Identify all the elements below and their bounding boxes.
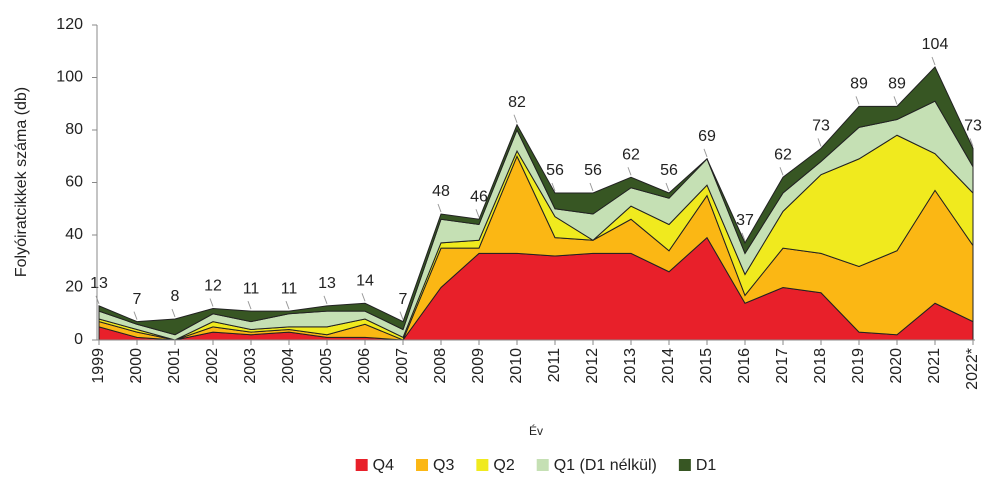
y-tick-label: 40 xyxy=(65,226,83,243)
total-label: 8 xyxy=(171,288,180,305)
x-tick-label: 2002 xyxy=(204,348,221,384)
legend-swatch xyxy=(476,459,489,471)
x-tick-label: 2001 xyxy=(166,348,183,384)
area xyxy=(98,66,974,336)
x-tick-label: 2018 xyxy=(812,348,829,384)
x-tick-label: 2007 xyxy=(394,348,411,384)
leader-line xyxy=(399,311,404,320)
leader-line xyxy=(855,96,860,105)
x-tick-label: 2015 xyxy=(698,348,715,384)
x-tick-label: 2012 xyxy=(584,348,601,384)
x-tick-label: 2006 xyxy=(356,348,373,384)
leader-line xyxy=(133,311,138,320)
total-label: 11 xyxy=(281,280,298,297)
x-axis-title: Év xyxy=(529,423,543,438)
x-tick-label: 2017 xyxy=(774,348,791,384)
leader-line xyxy=(551,182,556,192)
total-label: 7 xyxy=(399,291,408,308)
x-tick-label: 2000 xyxy=(128,348,145,384)
legend-swatch xyxy=(416,459,429,471)
total-label: 37 xyxy=(736,212,754,229)
leader-line xyxy=(589,182,594,192)
x-tick-label: 2014 xyxy=(660,348,677,384)
total-label: 89 xyxy=(850,76,868,93)
total-label: 62 xyxy=(622,146,640,163)
leader-line xyxy=(817,138,822,147)
legend-swatch xyxy=(536,459,549,471)
x-tick-label: 2008 xyxy=(432,348,449,384)
x-tick-label: 2005 xyxy=(318,348,335,384)
y-tick-label: 80 xyxy=(65,121,83,138)
total-label: 82 xyxy=(508,94,526,111)
x-tick-label: 2020 xyxy=(888,348,905,384)
leader-line xyxy=(247,300,252,310)
leader-line xyxy=(969,138,974,147)
legend-label: Q3 xyxy=(433,457,454,474)
total-label: 7 xyxy=(133,291,142,308)
x-tick-label: 2019 xyxy=(850,348,867,384)
y-tick-label: 60 xyxy=(65,174,83,191)
total-label: 104 xyxy=(922,36,949,53)
y-axis-title: Folyóiratcikkek száma (db) xyxy=(13,87,30,277)
total-label: 11 xyxy=(243,280,260,297)
legend-swatch xyxy=(355,459,368,471)
total-label: 73 xyxy=(964,118,982,135)
total-label: 89 xyxy=(888,76,906,93)
legend-label: Q1 (D1 nélkül) xyxy=(554,457,657,474)
leader-line xyxy=(779,167,784,176)
leader-line xyxy=(703,148,708,158)
total-label: 62 xyxy=(774,146,792,163)
x-tick-label: 2013 xyxy=(622,348,639,384)
y-tick-label: 20 xyxy=(65,279,83,296)
y-tick-label: 120 xyxy=(56,16,83,33)
x-tick-label: 2021 xyxy=(926,348,943,384)
x-tick-label: 2016 xyxy=(736,348,753,384)
total-label: 56 xyxy=(546,162,564,179)
total-label: 12 xyxy=(204,278,222,295)
total-label: 48 xyxy=(432,183,450,200)
leader-line xyxy=(475,209,480,218)
total-label: 73 xyxy=(812,118,830,135)
total-label: 69 xyxy=(698,128,716,145)
total-label: 46 xyxy=(470,188,488,205)
leader-line xyxy=(893,96,898,105)
x-tick-label: 2022* xyxy=(964,348,981,390)
total-label: 56 xyxy=(584,162,602,179)
total-label: 13 xyxy=(318,275,336,292)
leader-line xyxy=(323,295,328,305)
y-tick-label: 0 xyxy=(74,331,83,348)
leader-line xyxy=(627,167,632,176)
legend-swatch xyxy=(678,459,691,471)
total-label: 13 xyxy=(90,275,108,292)
leader-line xyxy=(665,182,670,192)
leader-line xyxy=(361,293,366,302)
leader-line xyxy=(285,300,290,310)
leader-line xyxy=(209,298,214,307)
x-tick-label: 2004 xyxy=(280,348,297,384)
total-label: 14 xyxy=(356,272,374,289)
leader-line xyxy=(171,308,176,318)
x-tick-label: 2011 xyxy=(546,348,563,383)
leader-line xyxy=(513,114,518,123)
y-tick-label: 100 xyxy=(56,69,83,86)
leader-line xyxy=(931,56,936,66)
legend-label: Q4 xyxy=(373,457,394,474)
leader-line xyxy=(437,203,442,213)
legend: Q4 Q3 Q2 Q1 (D1 nélkül) D1 xyxy=(355,457,717,474)
leader-line xyxy=(741,232,746,242)
x-tick-label: 2010 xyxy=(508,348,525,384)
legend-label: D1 xyxy=(696,457,717,474)
x-tick-label: 2009 xyxy=(470,348,487,384)
x-tick-label: 1999 xyxy=(90,348,107,384)
legend-label: Q2 xyxy=(493,457,514,474)
x-tick-label: 2003 xyxy=(242,348,259,384)
total-label: 56 xyxy=(660,162,678,179)
